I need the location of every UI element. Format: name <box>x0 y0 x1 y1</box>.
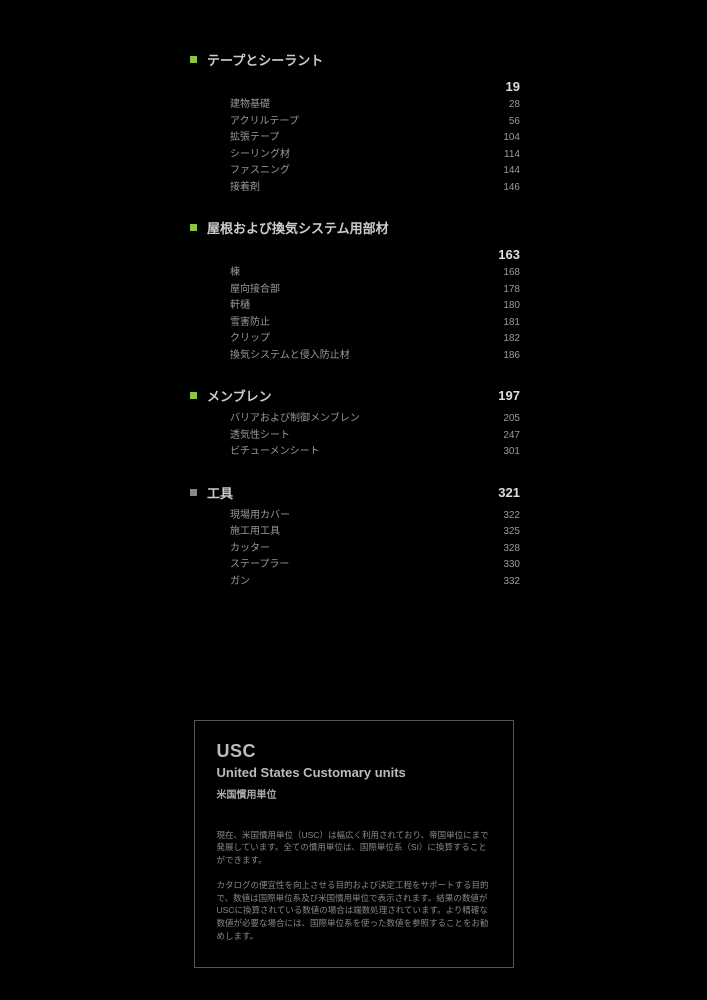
toc-item-label: 軒樋 <box>230 298 470 315</box>
toc-item-label: 接着剤 <box>230 180 470 197</box>
toc-item-page: 168 <box>470 265 520 282</box>
toc-item-row: ガン332 <box>230 574 520 591</box>
toc-item-label: 拡張テープ <box>230 130 470 147</box>
section-page: 19 <box>506 79 520 94</box>
section-items: 建物基礎28アクリルテープ56拡張テープ104シーリング材114ファスニング14… <box>230 97 520 196</box>
toc-item-label: アクリルテープ <box>230 114 470 131</box>
toc-item-row: 現場用カバー322 <box>230 508 520 525</box>
section-marker-icon <box>190 56 197 63</box>
usc-paragraph-1: 現在、米国慣用単位（USC）は幅広く利用されており、帝国単位にまで発展しています… <box>217 829 491 867</box>
section-title: テープとシーラント <box>207 50 520 69</box>
toc-item-label: 棟 <box>230 265 470 282</box>
toc-item-page: 301 <box>470 444 520 461</box>
toc-item-page: 325 <box>470 524 520 541</box>
toc-item-label: シーリング材 <box>230 147 470 164</box>
toc-item-row: 透気性シート247 <box>230 428 520 445</box>
toc-item-row: ファスニング144 <box>230 163 520 180</box>
toc-item-row: 屋向接合部178 <box>230 282 520 299</box>
toc-section: メンブレン 197 バリアおよび制御メンブレン205透気性シート247ビチューメンシ… <box>190 386 520 461</box>
toc-item-row: アクリルテープ56 <box>230 114 520 131</box>
usc-info-box: USC United States Customary units 米国慣用単位… <box>194 720 514 968</box>
table-of-contents: テープとシーラント 19 建物基礎28アクリルテープ56拡張テープ104シーリング材… <box>190 50 520 590</box>
section-page: 163 <box>498 247 520 262</box>
toc-item-row: ビチューメンシート301 <box>230 444 520 461</box>
toc-item-label: 施工用工具 <box>230 524 470 541</box>
toc-item-page: 28 <box>470 97 520 114</box>
section-header: 工具 321 <box>190 483 520 502</box>
toc-item-row: 換気システムと侵入防止材186 <box>230 348 520 365</box>
toc-item-row: 施工用工具325 <box>230 524 520 541</box>
toc-item-page: 146 <box>470 180 520 197</box>
usc-jp-label: 米国慣用単位 <box>217 786 491 801</box>
toc-item-page: 104 <box>470 130 520 147</box>
toc-item-label: カッター <box>230 541 470 558</box>
toc-section: テープとシーラント 19 建物基礎28アクリルテープ56拡張テープ104シーリング材… <box>190 50 520 196</box>
toc-item-label: ファスニング <box>230 163 470 180</box>
toc-item-row: 雪害防止181 <box>230 315 520 332</box>
toc-item-label: 建物基礎 <box>230 97 470 114</box>
toc-item-row: シーリング材114 <box>230 147 520 164</box>
toc-item-row: ステープラー330 <box>230 557 520 574</box>
toc-item-page: 186 <box>470 348 520 365</box>
toc-item-row: 建物基礎28 <box>230 97 520 114</box>
section-header: テープとシーラント <box>190 50 520 69</box>
toc-item-page: 205 <box>470 411 520 428</box>
toc-item-row: カッター328 <box>230 541 520 558</box>
section-title: メンブレン <box>207 386 272 405</box>
toc-item-label: 屋向接合部 <box>230 282 470 299</box>
toc-item-label: 現場用カバー <box>230 508 470 525</box>
usc-subtitle: United States Customary units <box>217 765 491 780</box>
toc-section: 工具 321 現場用カバー322施工用工具325カッター328ステープラー330ガン… <box>190 483 520 591</box>
toc-item-page: 247 <box>470 428 520 445</box>
section-header: 屋根および換気システム用部材 <box>190 218 520 237</box>
section-page-row: 19 <box>190 79 520 94</box>
toc-item-label: ガン <box>230 574 470 591</box>
toc-item-page: 181 <box>470 315 520 332</box>
toc-item-label: 透気性シート <box>230 428 470 445</box>
toc-item-page: 114 <box>470 147 520 164</box>
section-header: メンブレン 197 <box>190 386 520 405</box>
toc-item-row: 接着剤146 <box>230 180 520 197</box>
toc-item-page: 178 <box>470 282 520 299</box>
section-page: 321 <box>498 485 520 500</box>
toc-item-row: 拡張テープ104 <box>230 130 520 147</box>
section-marker-icon <box>190 489 197 496</box>
toc-section: 屋根および換気システム用部材 163 棟168屋向接合部178軒樋180雪害防止18… <box>190 218 520 364</box>
toc-item-label: バリアおよび制御メンブレン <box>230 411 470 428</box>
toc-item-label: 換気システムと侵入防止材 <box>230 348 470 365</box>
toc-item-page: 144 <box>470 163 520 180</box>
section-title: 屋根および換気システム用部材 <box>207 218 520 237</box>
toc-item-row: 軒樋180 <box>230 298 520 315</box>
toc-item-page: 322 <box>470 508 520 525</box>
toc-item-row: 棟168 <box>230 265 520 282</box>
toc-item-row: バリアおよび制御メンブレン205 <box>230 411 520 428</box>
usc-title: USC <box>217 741 491 763</box>
section-marker-icon <box>190 392 197 399</box>
toc-item-page: 182 <box>470 331 520 348</box>
toc-item-label: クリップ <box>230 331 470 348</box>
section-items: 現場用カバー322施工用工具325カッター328ステープラー330ガン332 <box>230 508 520 591</box>
section-items: 棟168屋向接合部178軒樋180雪害防止181クリップ182換気システムと侵入… <box>230 265 520 364</box>
usc-paragraph-2: カタログの便宜性を向上させる目的および決定工程をサポートする目的で、数値は国際単… <box>217 879 491 943</box>
section-page: 197 <box>498 388 520 403</box>
section-page-row: 163 <box>190 247 520 262</box>
toc-item-page: 330 <box>470 557 520 574</box>
toc-item-page: 180 <box>470 298 520 315</box>
toc-item-page: 56 <box>470 114 520 131</box>
page-root: テープとシーラント 19 建物基礎28アクリルテープ56拡張テープ104シーリング材… <box>0 0 707 968</box>
section-marker-icon <box>190 224 197 231</box>
toc-item-row: クリップ182 <box>230 331 520 348</box>
toc-item-label: ビチューメンシート <box>230 444 470 461</box>
toc-item-label: 雪害防止 <box>230 315 470 332</box>
section-title: 工具 <box>207 483 233 502</box>
toc-item-page: 328 <box>470 541 520 558</box>
toc-item-page: 332 <box>470 574 520 591</box>
section-items: バリアおよび制御メンブレン205透気性シート247ビチューメンシート301 <box>230 411 520 461</box>
toc-item-label: ステープラー <box>230 557 470 574</box>
